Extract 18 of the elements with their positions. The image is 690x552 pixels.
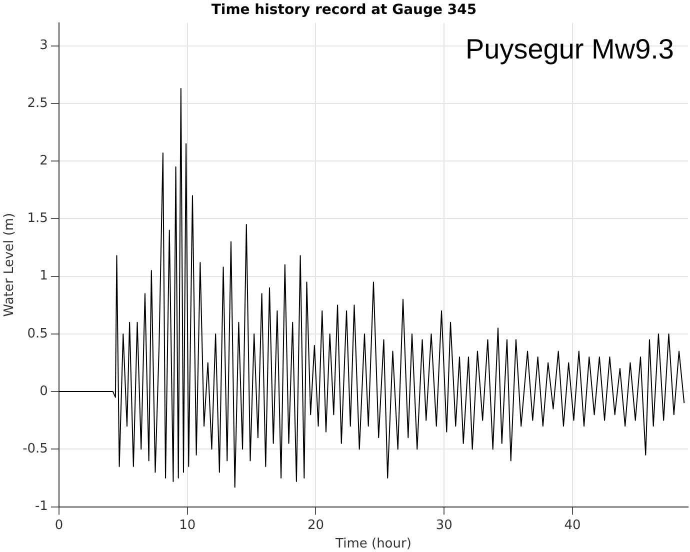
y-tick-label: 1.5	[27, 211, 48, 226]
y-tick-label: -1	[34, 499, 48, 514]
x-tick-label: 10	[179, 518, 196, 533]
x-axis-title: Time (hour)	[334, 536, 412, 552]
y-tick-label: 3	[40, 38, 48, 54]
y-tick-label: 0	[40, 384, 48, 399]
y-tick-label: 2.5	[27, 96, 48, 111]
y-tick-label: 0.5	[27, 326, 48, 342]
y-tick-label: 1	[40, 268, 48, 284]
y-tick-label: -0.5	[22, 442, 48, 457]
y-axis-title: Water Level (m)	[2, 212, 18, 317]
x-tick-label: 40	[564, 518, 581, 533]
x-tick-label: 20	[307, 518, 324, 533]
y-tick-label: 2	[40, 153, 48, 168]
x-tick-label: 30	[436, 518, 452, 533]
annotation: Puysegur Mw9.3	[465, 34, 674, 65]
x-tick-label: 0	[54, 518, 64, 533]
chart-title: Time history record at Gauge 345	[211, 2, 477, 18]
